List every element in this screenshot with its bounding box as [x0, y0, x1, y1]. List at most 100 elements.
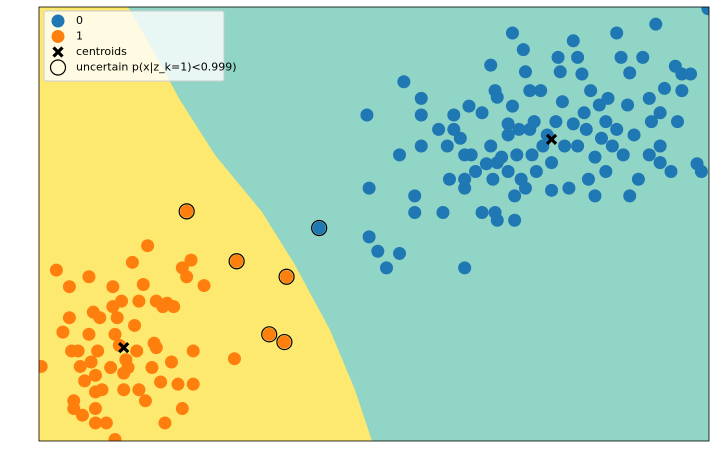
point — [73, 359, 87, 373]
point — [508, 189, 522, 203]
point — [484, 139, 498, 153]
point — [71, 344, 85, 358]
point — [475, 205, 489, 219]
point — [379, 261, 393, 275]
point — [180, 270, 194, 284]
point — [175, 402, 189, 416]
point — [49, 263, 63, 277]
point — [627, 128, 641, 142]
point — [623, 189, 637, 203]
point — [115, 294, 129, 308]
point — [186, 377, 200, 391]
point — [362, 230, 376, 244]
point — [525, 148, 539, 162]
point — [453, 131, 467, 145]
legend: 0 1 centroids uncertain p(x|z_k=1)<0.999) — [43, 10, 237, 82]
point — [110, 311, 124, 325]
point — [458, 261, 472, 275]
legend-marker — [51, 30, 65, 43]
point — [508, 213, 522, 227]
point — [534, 84, 548, 98]
point — [88, 368, 102, 382]
legend-label: 0 — [76, 14, 83, 27]
legend-label: centroids — [76, 45, 127, 58]
point — [631, 172, 645, 186]
point — [167, 300, 181, 314]
legend-label: uncertain p(x|z_k=1)<0.999) — [76, 61, 237, 74]
point — [458, 172, 472, 186]
point — [278, 268, 295, 285]
point — [125, 255, 139, 269]
point — [78, 374, 92, 388]
point — [462, 99, 476, 113]
point — [601, 91, 615, 105]
point — [495, 150, 509, 164]
point — [555, 95, 569, 109]
point — [501, 128, 515, 142]
point — [653, 139, 667, 153]
point — [132, 383, 146, 397]
point — [675, 84, 689, 98]
point — [442, 172, 456, 186]
point — [558, 139, 572, 153]
point — [553, 65, 567, 79]
point — [562, 181, 576, 195]
point — [184, 253, 198, 267]
point — [276, 333, 293, 351]
point — [594, 131, 608, 145]
point — [529, 164, 543, 178]
point — [575, 67, 589, 81]
point — [414, 139, 428, 153]
point — [371, 244, 385, 258]
point — [104, 361, 118, 375]
point — [510, 148, 524, 162]
point — [484, 58, 498, 72]
legend-label: 1 — [76, 30, 83, 43]
point — [360, 108, 374, 122]
point — [197, 279, 211, 293]
point — [280, 270, 294, 284]
region-yellow — [39, 7, 372, 441]
point — [82, 327, 96, 341]
point — [138, 394, 152, 408]
point — [88, 402, 102, 416]
point — [277, 335, 291, 349]
point — [154, 375, 168, 389]
point — [571, 139, 585, 153]
point — [362, 181, 376, 195]
point — [551, 50, 565, 64]
point — [311, 219, 328, 237]
point — [408, 205, 422, 219]
point — [469, 164, 483, 178]
point — [642, 91, 656, 105]
point — [588, 150, 602, 164]
point — [579, 122, 593, 136]
point — [621, 98, 635, 112]
point — [128, 318, 142, 332]
marks — [39, 7, 709, 441]
point — [566, 117, 580, 131]
point — [610, 26, 624, 40]
point — [490, 213, 504, 227]
point — [414, 108, 428, 122]
legend-marker — [49, 59, 67, 76]
point — [75, 408, 89, 422]
point — [130, 344, 144, 358]
point — [108, 433, 122, 441]
point — [701, 7, 709, 16]
point — [164, 355, 178, 369]
point — [545, 156, 559, 170]
point — [599, 115, 613, 129]
point — [158, 416, 172, 430]
point — [118, 341, 130, 354]
point — [664, 164, 678, 178]
point — [549, 115, 563, 129]
point — [39, 359, 48, 373]
point — [505, 26, 519, 40]
point — [393, 246, 407, 260]
point — [623, 66, 637, 80]
point — [171, 377, 185, 391]
point — [93, 311, 107, 325]
point — [393, 148, 407, 162]
point — [581, 172, 595, 186]
